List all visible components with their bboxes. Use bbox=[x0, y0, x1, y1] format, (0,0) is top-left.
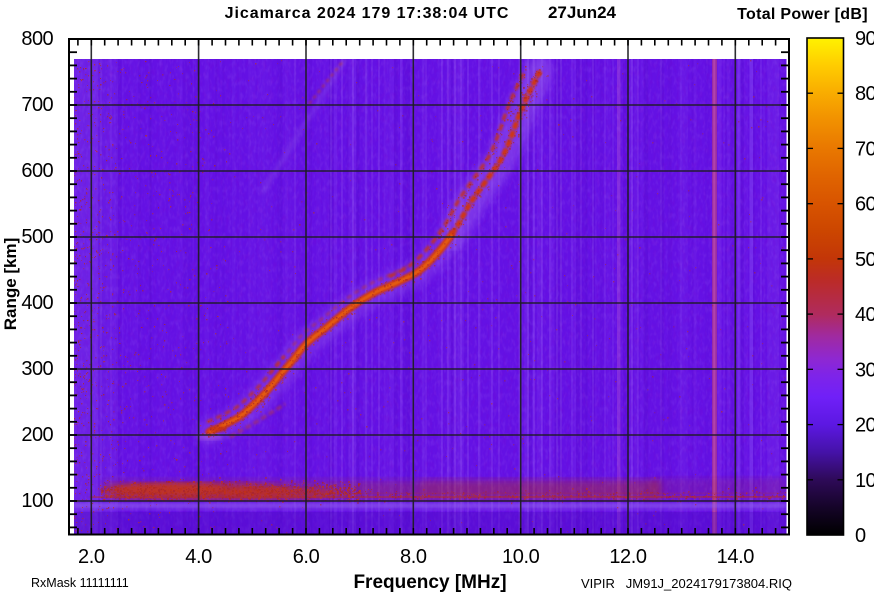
svg-text:VIPIR JM91J_2024179173804.RI: VIPIR JM91J_2024179173804.RIQ bbox=[581, 576, 792, 591]
svg-text:700: 700 bbox=[21, 94, 53, 116]
svg-text:Range [km]: Range [km] bbox=[1, 238, 20, 331]
svg-text:14.0: 14.0 bbox=[717, 546, 755, 568]
svg-text:100: 100 bbox=[21, 490, 53, 512]
svg-text:500: 500 bbox=[21, 226, 53, 248]
svg-text:Jicamarca 2024 179 17:38:04 UT: Jicamarca 2024 179 17:38:04 UTC bbox=[225, 5, 510, 22]
svg-text:40: 40 bbox=[855, 304, 874, 326]
svg-text:200: 200 bbox=[21, 424, 53, 446]
svg-text:70: 70 bbox=[855, 138, 874, 160]
svg-text:12.0: 12.0 bbox=[609, 546, 647, 568]
svg-text:2.0: 2.0 bbox=[78, 546, 105, 568]
svg-text:90: 90 bbox=[855, 28, 874, 50]
svg-text:0: 0 bbox=[855, 525, 866, 547]
svg-text:800: 800 bbox=[21, 28, 53, 50]
svg-text:Total Power [dB]: Total Power [dB] bbox=[737, 6, 868, 23]
svg-text:Frequency [MHz]: Frequency [MHz] bbox=[353, 572, 506, 593]
svg-text:50: 50 bbox=[855, 249, 874, 271]
svg-text:400: 400 bbox=[21, 292, 53, 314]
svg-text:4.0: 4.0 bbox=[185, 546, 212, 568]
svg-text:20: 20 bbox=[855, 415, 874, 437]
svg-text:6.0: 6.0 bbox=[293, 546, 320, 568]
svg-text:27Jun24: 27Jun24 bbox=[548, 3, 617, 22]
svg-text:30: 30 bbox=[855, 359, 874, 381]
svg-text:300: 300 bbox=[21, 358, 53, 380]
svg-text:60: 60 bbox=[855, 194, 874, 216]
svg-text:10.0: 10.0 bbox=[502, 546, 540, 568]
svg-text:80: 80 bbox=[855, 83, 874, 105]
svg-text:RxMask 11111111: RxMask 11111111 bbox=[31, 576, 129, 590]
svg-text:8.0: 8.0 bbox=[400, 546, 427, 568]
svg-text:600: 600 bbox=[21, 160, 53, 182]
svg-text:10: 10 bbox=[855, 470, 874, 492]
